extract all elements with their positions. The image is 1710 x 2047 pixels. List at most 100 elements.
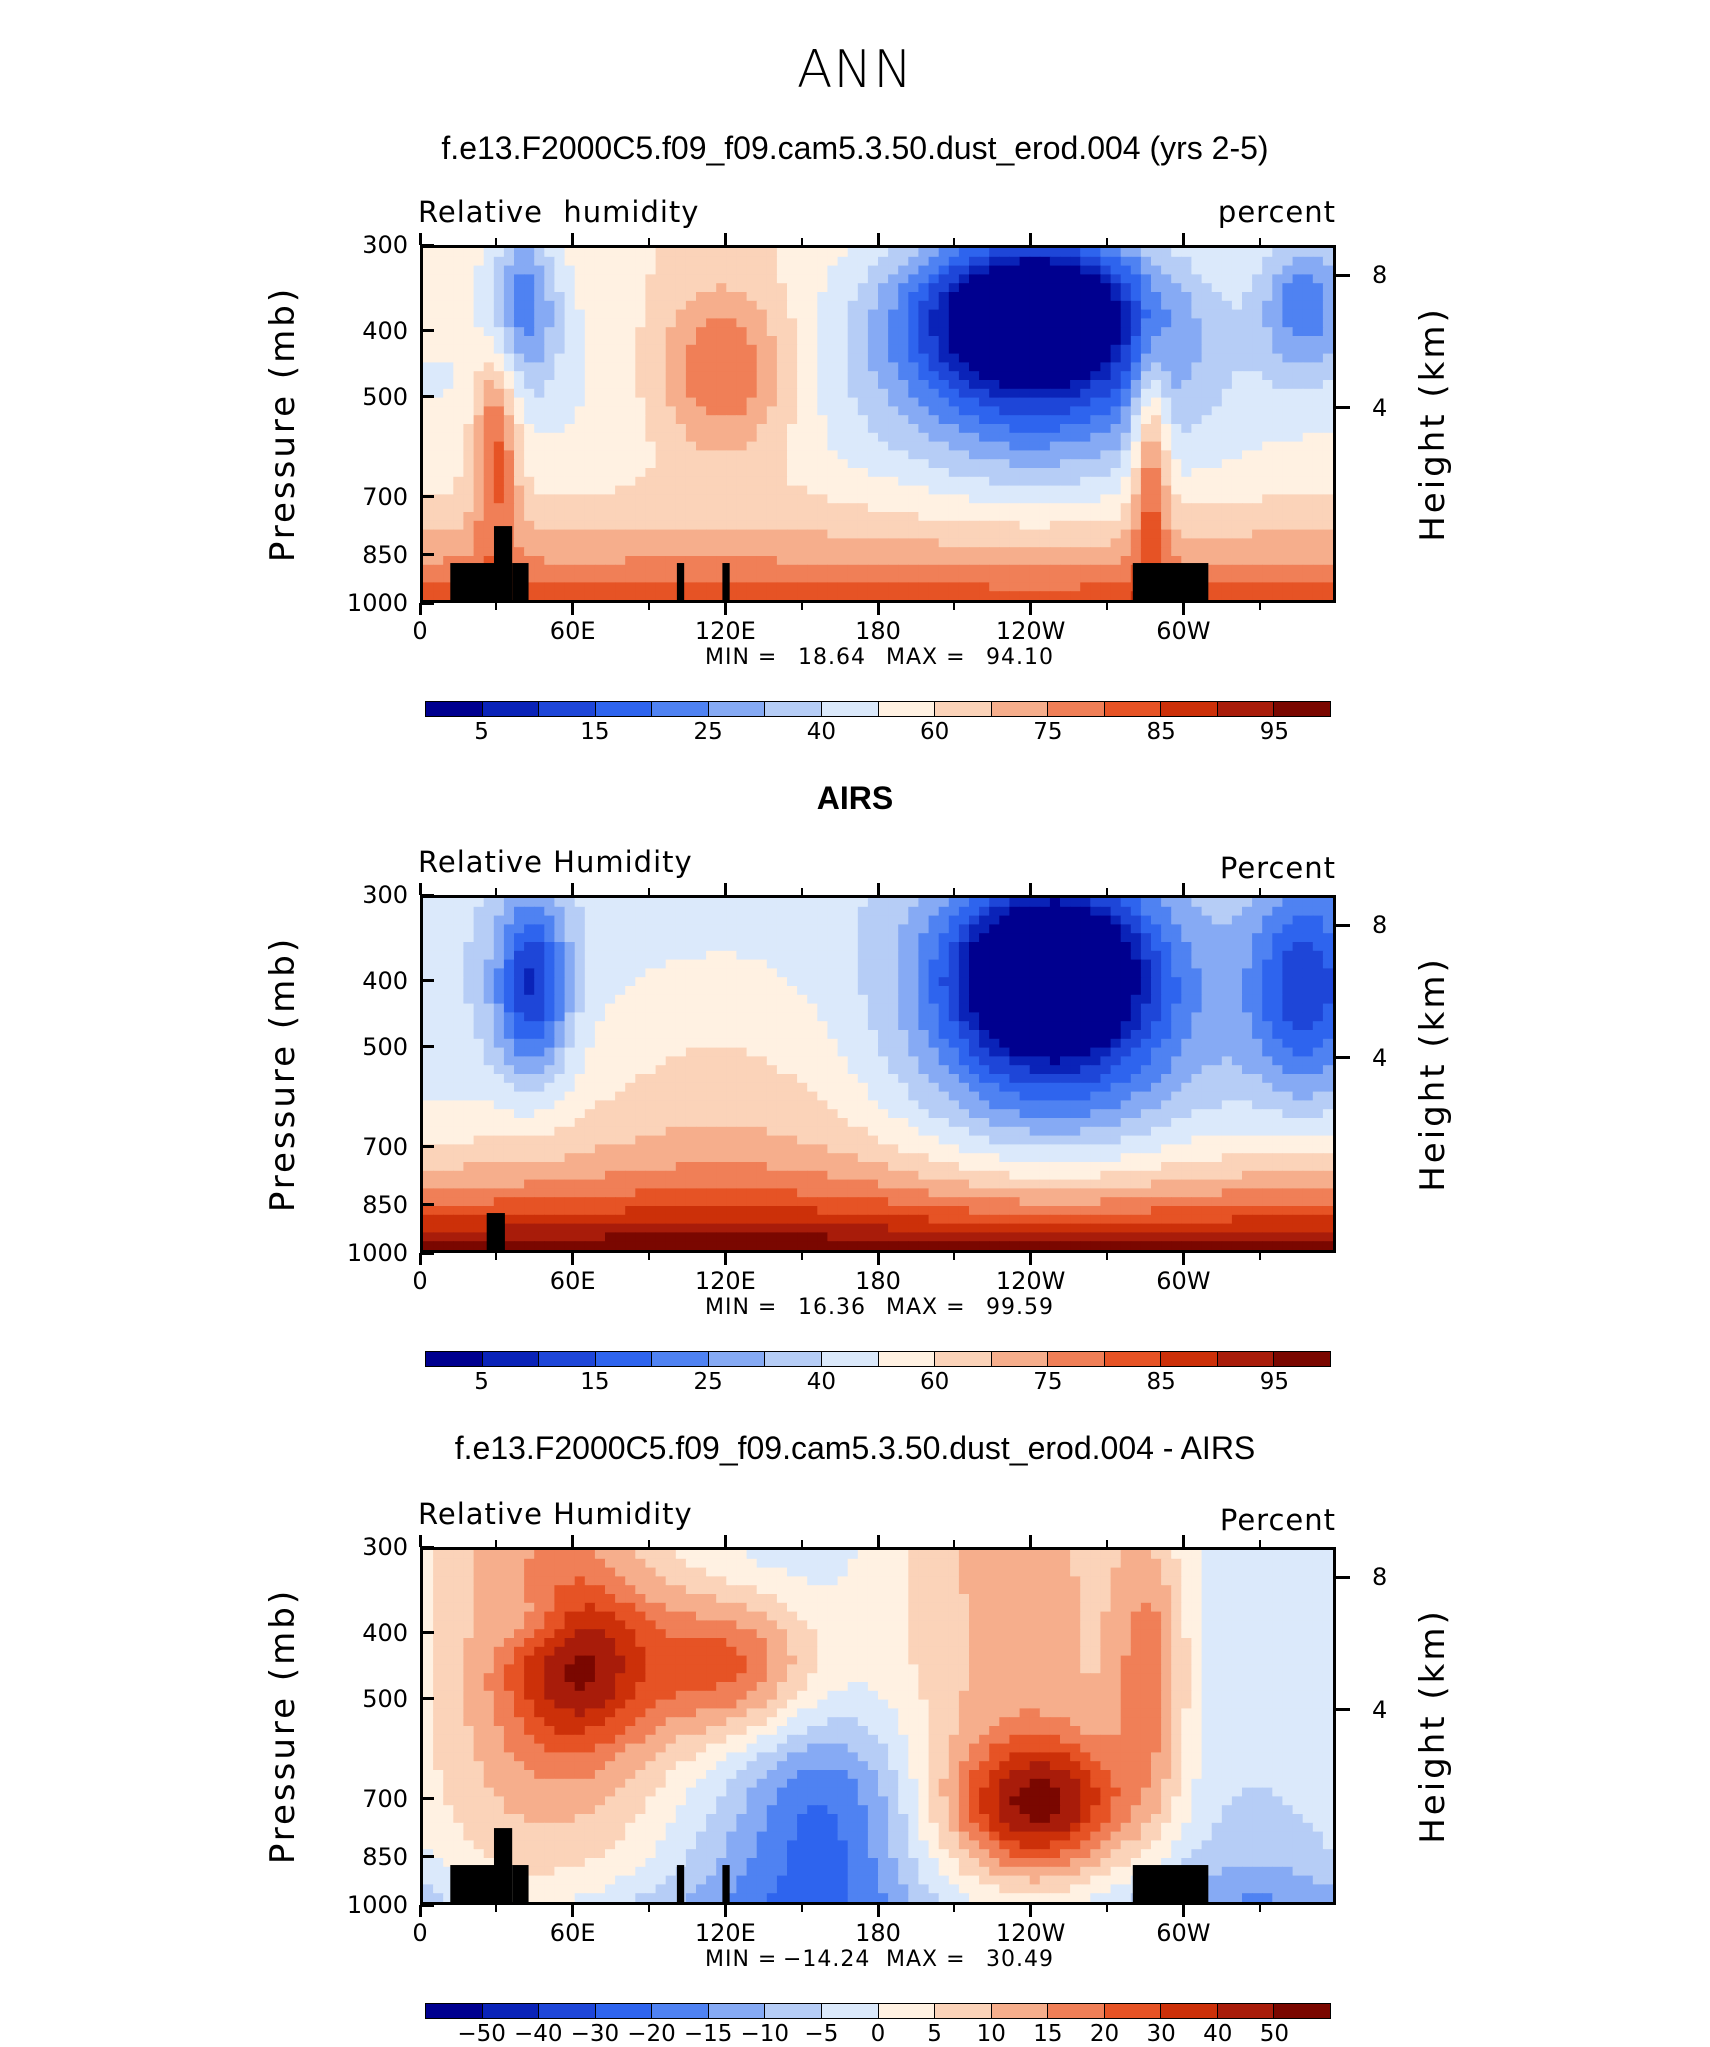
contour-cell [1060, 301, 1071, 310]
contour-cell [433, 960, 444, 969]
contour-cell [868, 530, 879, 539]
contour-cell [1030, 257, 1041, 266]
contour-cell [999, 1012, 1010, 1021]
contour-cell [595, 1012, 606, 1021]
contour-cell [838, 371, 849, 380]
contour-cell [474, 907, 485, 916]
contour-cell [848, 942, 859, 951]
contour-cell [1202, 916, 1213, 925]
contour-cell [1212, 318, 1223, 327]
contour-cell [1151, 450, 1162, 459]
contour-cell [433, 977, 444, 986]
contour-cell [868, 406, 879, 415]
contour-cell [908, 512, 919, 521]
contour-cell [1232, 582, 1243, 591]
contour-cell [1313, 521, 1324, 530]
contour-cell [1070, 968, 1081, 977]
contour-cell [1323, 574, 1333, 583]
colorbar-swatch [596, 702, 653, 716]
contour-cell [605, 582, 616, 591]
contour-cell [635, 924, 646, 933]
contour-cell [747, 995, 758, 1004]
contour-cell [433, 274, 444, 283]
contour-cell [585, 257, 596, 266]
contour-cell [787, 503, 798, 512]
contour-cell [1060, 512, 1071, 521]
contour-cell [888, 336, 899, 345]
contour-cell [1070, 565, 1081, 574]
contour-cell [1121, 362, 1132, 371]
contour-cell [716, 362, 727, 371]
contour-cell [1272, 907, 1283, 916]
contour-cell [656, 521, 667, 530]
contour-cell [1282, 986, 1293, 995]
contour-cell [1090, 415, 1101, 424]
contour-cell [1252, 450, 1263, 459]
contour-cell [1070, 486, 1081, 495]
contour-cell [1232, 389, 1243, 398]
contour-cell [858, 292, 869, 301]
contour-cell [585, 582, 596, 591]
contour-cell [888, 995, 899, 1004]
contour-cell [1262, 916, 1273, 925]
contour-cell [575, 406, 586, 415]
contour-cell [656, 266, 667, 275]
contour-cell [676, 257, 687, 266]
contour-cell [1313, 898, 1324, 907]
x-minor-tick [1259, 603, 1261, 610]
contour-cell [554, 336, 565, 345]
contour-cell [625, 468, 636, 477]
contour-cell [787, 512, 798, 521]
contour-cell [969, 977, 980, 986]
contour-cell [463, 450, 474, 459]
contour-cell [878, 521, 889, 530]
contour-cell [777, 530, 788, 539]
contour-cell [1050, 1004, 1061, 1013]
contour-cell [676, 547, 687, 556]
contour-cell [1151, 380, 1162, 389]
contour-cell [524, 345, 535, 354]
contour-cell [908, 486, 919, 495]
contour-cell [1009, 380, 1020, 389]
contour-cell [1282, 942, 1293, 951]
contour-cell [716, 283, 727, 292]
contour-cell [757, 442, 768, 451]
contour-cell [1070, 433, 1081, 442]
contour-cell [979, 521, 990, 530]
x-tick-label: 0 [370, 617, 470, 645]
contour-cell [1111, 968, 1122, 977]
contour-cell [1252, 371, 1263, 380]
contour-cell [666, 512, 677, 521]
contour-cell [443, 380, 454, 389]
contour-cell [615, 301, 626, 310]
contour-cell [716, 354, 727, 363]
contour-cell [1262, 274, 1273, 283]
contour-cell [504, 415, 515, 424]
contour-cell [443, 310, 454, 319]
contour-cell [787, 274, 798, 283]
contour-cell [898, 951, 909, 960]
contour-cell [554, 380, 565, 389]
contour-cell [1171, 327, 1182, 336]
contour-cell [463, 433, 474, 442]
contour-cell [777, 442, 788, 451]
contour-cell [484, 986, 495, 995]
contour-cell [757, 530, 768, 539]
contour-cell [1242, 468, 1253, 477]
contour-cell [1151, 362, 1162, 371]
contour-cell [767, 530, 778, 539]
contour-cell [1272, 442, 1283, 451]
contour-cell [585, 986, 596, 995]
contour-cell [1090, 301, 1101, 310]
contour-cell [777, 301, 788, 310]
contour-cell [585, 248, 596, 257]
contour-cell [757, 582, 768, 591]
contour-cell [1303, 292, 1314, 301]
x-minor-tick [495, 238, 497, 245]
contour-cell [656, 371, 667, 380]
contour-cell [504, 442, 515, 451]
contour-cell [635, 266, 646, 275]
contour-cell [898, 907, 909, 916]
contour-cell [1100, 283, 1111, 292]
contour-cell [999, 591, 1010, 600]
